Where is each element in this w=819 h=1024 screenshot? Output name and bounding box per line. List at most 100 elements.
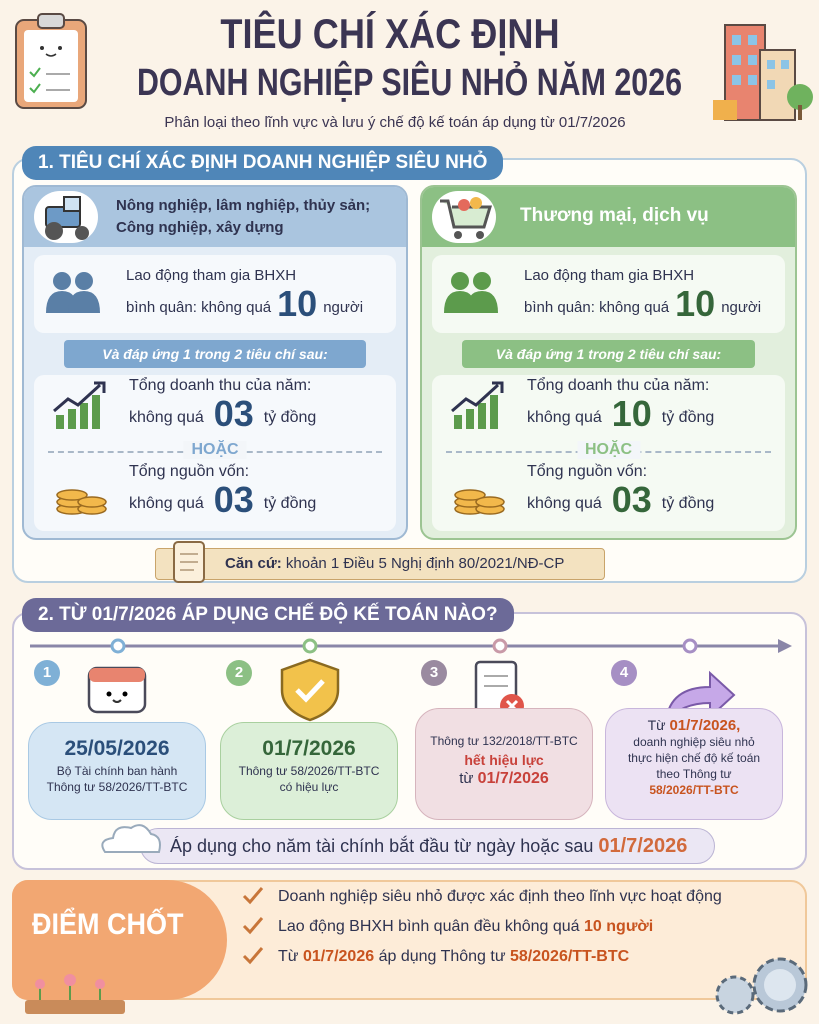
step-number: 3 xyxy=(421,660,447,686)
step-text: Thông tư 132/2018/TT-BTC xyxy=(430,734,578,748)
step-card: 01/7/2026 Thông tư 58/2026/TT-BTC có hiệu … xyxy=(220,722,398,820)
labor-panel: Lao động tham gia BHXH bình quân: không q… xyxy=(432,255,785,333)
step-date: 01/7/2026 xyxy=(262,737,356,760)
people-icon xyxy=(440,267,504,322)
step-circular: 58/2026/TT-BTC xyxy=(649,783,739,797)
basis-label: Căn cứ: xyxy=(225,555,282,572)
step-date: 25/05/2026 xyxy=(64,737,170,760)
people-icon xyxy=(42,267,106,322)
labor-unit: người xyxy=(721,299,762,316)
labor-text: bình quân: không quá xyxy=(524,299,670,316)
step-text: theo Thông tư xyxy=(656,767,732,781)
chart-icon xyxy=(53,381,106,429)
step-number: 4 xyxy=(611,660,637,686)
key-points-label: ĐIỂM CHỐT xyxy=(32,908,184,941)
step-date: 01/7/2026, xyxy=(669,717,741,734)
key-point: Lao động BHXH bình quân đều không quá 10… xyxy=(278,918,653,936)
step-icon xyxy=(83,658,153,721)
clipboard-icon xyxy=(15,13,87,109)
step-text: Từ xyxy=(647,717,666,733)
key-point-highlight: 58/2026/TT-BTC xyxy=(510,948,630,965)
capital-label: Tổng nguồn vốn: xyxy=(129,463,250,480)
basis-text: khoản 1 Điều 5 Nghị định 80/2021/NĐ-CP xyxy=(285,555,565,572)
key-points-label-bg xyxy=(12,880,227,1000)
plant-icon xyxy=(25,974,125,1014)
key-point-highlight: 10 người xyxy=(584,918,654,935)
section-title: 1. TIÊU CHÍ XÁC ĐỊNH DOANH NGHIỆP SIÊU N… xyxy=(22,146,504,180)
step-line: Từ 01/7/2026, xyxy=(606,717,782,734)
revenue-label: Tổng doanh thu của năm: xyxy=(129,377,312,394)
checkmarks xyxy=(242,887,264,965)
key-point-text: áp dụng Thông tư xyxy=(378,948,506,965)
key-point-text: Lao động BHXH bình quân đều không quá xyxy=(278,918,580,935)
sector-icon xyxy=(440,197,493,239)
revenue-line: không quá 03 tỷ đồng xyxy=(129,393,316,435)
capital-unit: tỷ đồng xyxy=(263,495,317,512)
subtitle: Phân loại theo lĩnh vực và lưu ý chế độ … xyxy=(164,114,626,131)
step-card: Từ 01/7/2026, doanh nghiệp siêu nhỏ thực h… xyxy=(605,708,783,820)
revenue-prefix: không quá xyxy=(527,409,602,426)
coins-icon xyxy=(454,489,505,515)
condition-ribbon: Và đáp ứng 1 trong 2 tiêu chí sau: xyxy=(64,340,366,368)
labor-panel: Lao động tham gia BHXH bình quân: không q… xyxy=(34,255,396,333)
step-text: Thông tư 58/2026/TT-BTC xyxy=(46,780,188,794)
step-text: doanh nghiệp siêu nhỏ xyxy=(633,735,755,749)
labor-line: bình quân: không quá 10 người xyxy=(524,283,761,325)
step-line: từ 01/7/2026 xyxy=(416,771,592,787)
key-point: Doanh nghiệp siêu nhỏ được xác định theo… xyxy=(278,888,722,905)
step-text: Thông tư 58/2026/TT-BTC xyxy=(238,764,380,778)
step-status: hết hiệu lực xyxy=(464,752,544,768)
sector-icon xyxy=(34,191,98,243)
gear-icon xyxy=(715,957,808,1015)
sector-name: Công nghiệp, xây dựng xyxy=(116,219,284,236)
coins-icon xyxy=(54,467,108,522)
scroll-icon xyxy=(173,541,205,583)
cloud-icon xyxy=(101,824,161,853)
people-icon xyxy=(444,272,498,313)
people-icon xyxy=(46,272,100,313)
coins-icon xyxy=(452,467,506,522)
chart-icon xyxy=(50,381,110,436)
step-text: thực hiện chế độ kế toán xyxy=(627,751,761,765)
chart-icon xyxy=(451,381,504,429)
step-icon xyxy=(87,666,147,714)
basis-ribbon xyxy=(155,548,605,580)
labor-text: bình quân: không quá xyxy=(126,299,272,316)
revenue-unit: tỷ đồng xyxy=(263,409,317,426)
criteria-card: Thương mại, dịch vụ Lao động tham gia BHX… xyxy=(420,185,797,540)
or-label: HOẶC xyxy=(576,441,641,459)
step-icon xyxy=(275,658,345,727)
sector-name: Thương mại, dịch vụ xyxy=(520,205,709,226)
criteria-card: Nông nghiệp, lâm nghiệp, thủy sản; Công n… xyxy=(22,185,408,540)
revenue-unit: tỷ đồng xyxy=(661,409,715,426)
note-date: 01/7/2026 xyxy=(598,835,688,857)
basis: Căn cứ: khoản 1 Điều 5 Nghị định 80/2021… xyxy=(225,555,564,572)
coins-icon xyxy=(56,489,107,515)
title: TIÊU CHÍ XÁC ĐỊNH xyxy=(220,10,560,57)
title: DOANH NGHIỆP SIÊU NHỎ NĂM 2026 xyxy=(136,62,683,104)
step-text: Bộ Tài chính ban hành xyxy=(56,764,178,778)
capital-prefix: không quá xyxy=(129,495,204,512)
key-point: Từ 01/7/2026 áp dụng Thông tư 58/2026/TT… xyxy=(278,948,629,966)
revenue-prefix: không quá xyxy=(129,409,204,426)
labor-value: 10 xyxy=(277,283,318,324)
sector-name: Nông nghiệp, lâm nghiệp, thủy sản; xyxy=(116,197,371,214)
note-pill xyxy=(140,828,715,864)
condition-ribbon: Và đáp ứng 1 trong 2 tiêu chí sau: xyxy=(462,340,755,368)
capital-line: không quá 03 tỷ đồng xyxy=(129,479,316,521)
revenue-value: 10 xyxy=(611,393,652,434)
labor-text: Lao động tham gia BHXH xyxy=(524,267,695,284)
capital-unit: tỷ đồng xyxy=(661,495,715,512)
finance-panel: Tổng doanh thu của năm: không quá 10 tỷ đồn… xyxy=(432,375,785,531)
chart-icon xyxy=(448,381,508,436)
step-icon xyxy=(280,658,340,722)
labor-unit: người xyxy=(323,299,364,316)
labor-value: 10 xyxy=(675,283,716,324)
capital-prefix: không quá xyxy=(527,495,602,512)
revenue-label: Tổng doanh thu của năm: xyxy=(527,377,710,394)
step-card: Thông tư 132/2018/TT-BTC hết hiệu lực từ 0… xyxy=(415,708,593,820)
step-text: từ xyxy=(459,770,474,787)
step-number: 1 xyxy=(34,660,60,686)
sector-icon xyxy=(432,191,496,243)
